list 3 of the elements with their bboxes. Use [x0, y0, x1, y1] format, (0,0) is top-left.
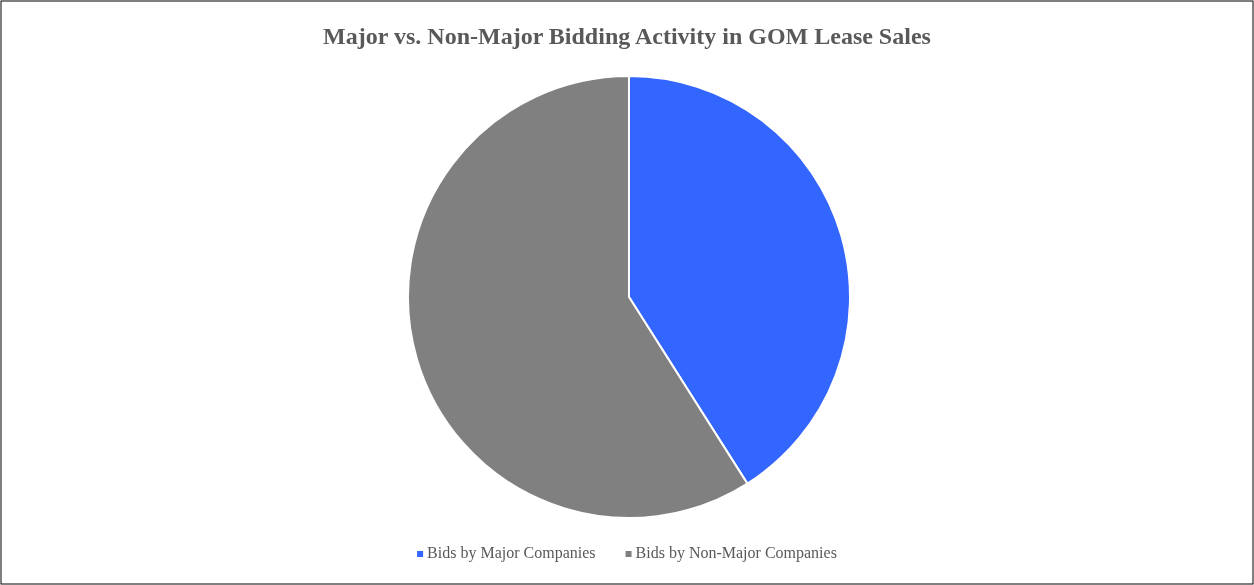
chart-title: Major vs. Non-Major Bidding Activity in GOM Lease Sales: [323, 23, 931, 49]
legend-label: Bids by Non-Major Companies: [635, 544, 837, 562]
legend-label: Bids by Major Companies: [427, 544, 596, 562]
